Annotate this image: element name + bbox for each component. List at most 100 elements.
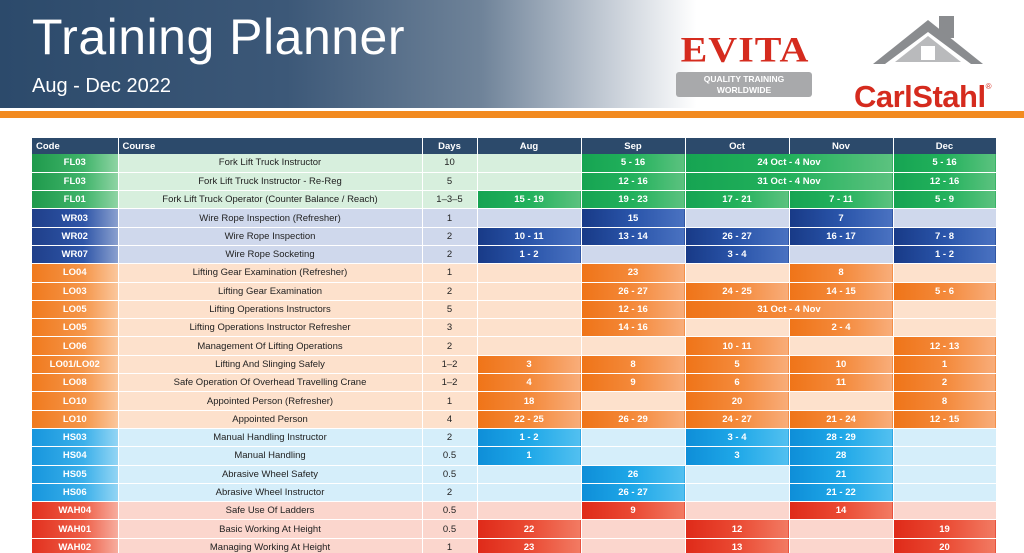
empty-month-cell: [685, 263, 790, 283]
session-dates-cell: 26 - 27: [685, 227, 790, 246]
table-row: LO08 Safe Operation Of Overhead Travellin…: [32, 373, 997, 393]
course-code-cell: HS05: [32, 465, 119, 484]
table-row: HS05 Abrasive Wheel Safety 0.5 26 21: [32, 465, 997, 484]
empty-month-cell: [893, 501, 997, 521]
course-days-cell: 2: [422, 336, 478, 356]
course-name-cell: Fork Lift Truck Instructor - Re-Reg: [118, 172, 423, 192]
session-dates-cell: 12 - 16: [581, 172, 686, 192]
course-code-cell: FL01: [32, 190, 119, 210]
column-header-nov: Nov: [789, 138, 894, 154]
course-code-cell: LO05: [32, 318, 119, 338]
column-header-aug: Aug: [477, 138, 582, 154]
course-days-cell: 0.5: [422, 465, 478, 484]
session-dates-cell: 1 - 2: [893, 245, 997, 265]
course-name-cell: Management Of Lifting Operations: [118, 336, 423, 356]
session-dates-cell: 15 - 19: [477, 190, 582, 210]
session-dates-cell: 5: [685, 355, 790, 375]
course-name-cell: Abrasive Wheel Safety: [118, 465, 423, 484]
course-name-cell: Manual Handling Instructor: [118, 428, 423, 448]
session-dates-cell: 10 - 11: [685, 336, 790, 356]
session-dates-cell: 7 - 8: [893, 227, 997, 246]
course-code-cell: WR02: [32, 227, 119, 246]
empty-month-cell: [477, 465, 582, 484]
course-code-cell: FL03: [32, 172, 119, 192]
course-name-cell: Lifting Operations Instructors: [118, 300, 423, 320]
empty-month-cell: [477, 282, 582, 301]
session-dates-cell: 19: [893, 519, 997, 539]
course-days-cell: 2: [422, 227, 478, 246]
course-code-cell: HS03: [32, 428, 119, 448]
session-dates-cell: 24 - 27: [685, 410, 790, 429]
empty-month-cell: [789, 519, 894, 539]
course-days-cell: 1–3–5: [422, 190, 478, 210]
empty-month-cell: [685, 465, 790, 484]
session-dates-cell: 1: [477, 446, 582, 466]
session-dates-cell: 9: [581, 501, 686, 521]
session-dates-cell: 26 - 29: [581, 410, 686, 429]
table-row: LO05 Lifting Operations Instructors 5 12 - …: [32, 300, 997, 320]
training-schedule-table: Code Course Days Aug Sep Oct Nov Dec FL0…: [32, 138, 997, 553]
session-dates-cell: 2: [893, 373, 997, 393]
course-name-cell: Fork Lift Truck Instructor: [118, 154, 423, 173]
course-code-cell: LO10: [32, 410, 119, 429]
course-name-cell: Wire Rope Inspection (Refresher): [118, 208, 423, 228]
table-row: LO03 Lifting Gear Examination 2 26 - 27 24 -…: [32, 282, 997, 301]
course-days-cell: 1: [422, 538, 478, 553]
course-days-cell: 0.5: [422, 501, 478, 521]
empty-month-cell: [789, 336, 894, 356]
empty-month-cell: [477, 300, 582, 320]
session-dates-cell: 14 - 15: [789, 282, 894, 301]
evita-tagline-line2: WORLDWIDE: [716, 85, 772, 95]
table-row: LO04 Lifting Gear Examination (Refresher)…: [32, 263, 997, 283]
session-dates-cell: 5 - 16: [893, 154, 997, 173]
course-code-cell: HS04: [32, 446, 119, 466]
course-days-cell: 10: [422, 154, 478, 173]
session-dates-cell: 3 - 4: [685, 245, 790, 265]
session-dates-cell: 12 - 15: [893, 410, 997, 429]
course-code-cell: HS06: [32, 483, 119, 503]
course-name-cell: Safe Use Of Ladders: [118, 501, 423, 521]
session-dates-cell: 31 Oct - 4 Nov: [685, 172, 894, 192]
empty-month-cell: [893, 318, 997, 338]
table-row: FL03 Fork Lift Truck Instructor - Re-Reg 5…: [32, 172, 997, 192]
session-dates-cell: 23: [477, 538, 582, 553]
course-days-cell: 5: [422, 172, 478, 192]
table-row: LO10 Appointed Person (Refresher) 1 18 20 8: [32, 391, 997, 411]
session-dates-cell: 7: [789, 208, 894, 228]
table-row: WAH04 Safe Use Of Ladders 0.5 9 14: [32, 501, 997, 521]
evita-logo: EVITA QUALITY TRAINING WORLDWIDE: [674, 30, 816, 98]
empty-month-cell: [477, 483, 582, 503]
empty-month-cell: [581, 245, 686, 265]
column-header-days: Days: [422, 138, 478, 154]
course-name-cell: Lifting Gear Examination (Refresher): [118, 263, 423, 283]
empty-month-cell: [477, 501, 582, 521]
empty-month-cell: [685, 501, 790, 521]
table-body: FL03 Fork Lift Truck Instructor 10 5 - 16 24…: [32, 154, 997, 553]
table-row: LO06 Management Of Lifting Operations 2 10 …: [32, 336, 997, 356]
session-dates-cell: 1 - 2: [477, 428, 582, 448]
empty-month-cell: [477, 336, 582, 356]
table-row: WAH02 Managing Working At Height 1 23 13 20: [32, 538, 997, 553]
course-code-cell: LO06: [32, 336, 119, 356]
page-title: Training Planner: [32, 9, 406, 65]
course-code-cell: LO08: [32, 373, 119, 393]
course-code-cell: WR03: [32, 208, 119, 228]
empty-month-cell: [893, 263, 997, 283]
course-days-cell: 0.5: [422, 446, 478, 466]
session-dates-cell: 12 - 13: [893, 336, 997, 356]
session-dates-cell: 21: [789, 465, 894, 484]
column-header-course: Course: [118, 138, 423, 154]
table-row: HS03 Manual Handling Instructor 2 1 - 2 3 - …: [32, 428, 997, 448]
course-name-cell: Safe Operation Of Overhead Travelling Cr…: [118, 373, 423, 393]
table-row: WR03 Wire Rope Inspection (Refresher) 1 15 7: [32, 208, 997, 228]
course-code-cell: WAH04: [32, 501, 119, 521]
empty-month-cell: [581, 391, 686, 411]
session-dates-cell: 11: [789, 373, 894, 393]
course-code-cell: LO04: [32, 263, 119, 283]
column-header-code: Code: [32, 138, 119, 154]
session-dates-cell: 21 - 24: [789, 410, 894, 429]
course-name-cell: Fork Lift Truck Operator (Counter Balanc…: [118, 190, 423, 210]
empty-month-cell: [581, 446, 686, 466]
table-row: HS04 Manual Handling 0.5 1 3 28: [32, 446, 997, 466]
